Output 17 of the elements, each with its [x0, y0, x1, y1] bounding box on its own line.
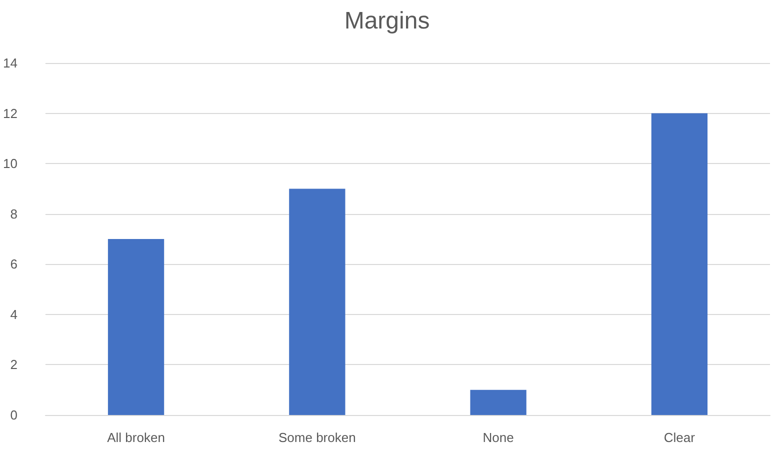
y-tick-label: 12	[2, 106, 18, 121]
y-tick-label: 0	[10, 408, 18, 422]
bar	[651, 113, 708, 415]
bar	[108, 239, 164, 415]
bar	[289, 188, 346, 415]
y-tick-label: 6	[10, 256, 18, 272]
y-tick-label: 10	[2, 156, 18, 172]
x-tick-label: Some broken	[278, 430, 356, 445]
x-tick-label: All broken	[107, 430, 165, 445]
x-tick-label: None	[482, 430, 514, 445]
y-tick-label: 2	[10, 357, 18, 372]
x-tick-label: Clear	[664, 430, 696, 445]
chart-title: Margins	[344, 8, 430, 34]
y-tick-label: 14	[2, 56, 18, 70]
bar	[470, 390, 526, 415]
y-tick-label: 8	[10, 206, 18, 222]
y-tick-label: 4	[10, 306, 18, 322]
